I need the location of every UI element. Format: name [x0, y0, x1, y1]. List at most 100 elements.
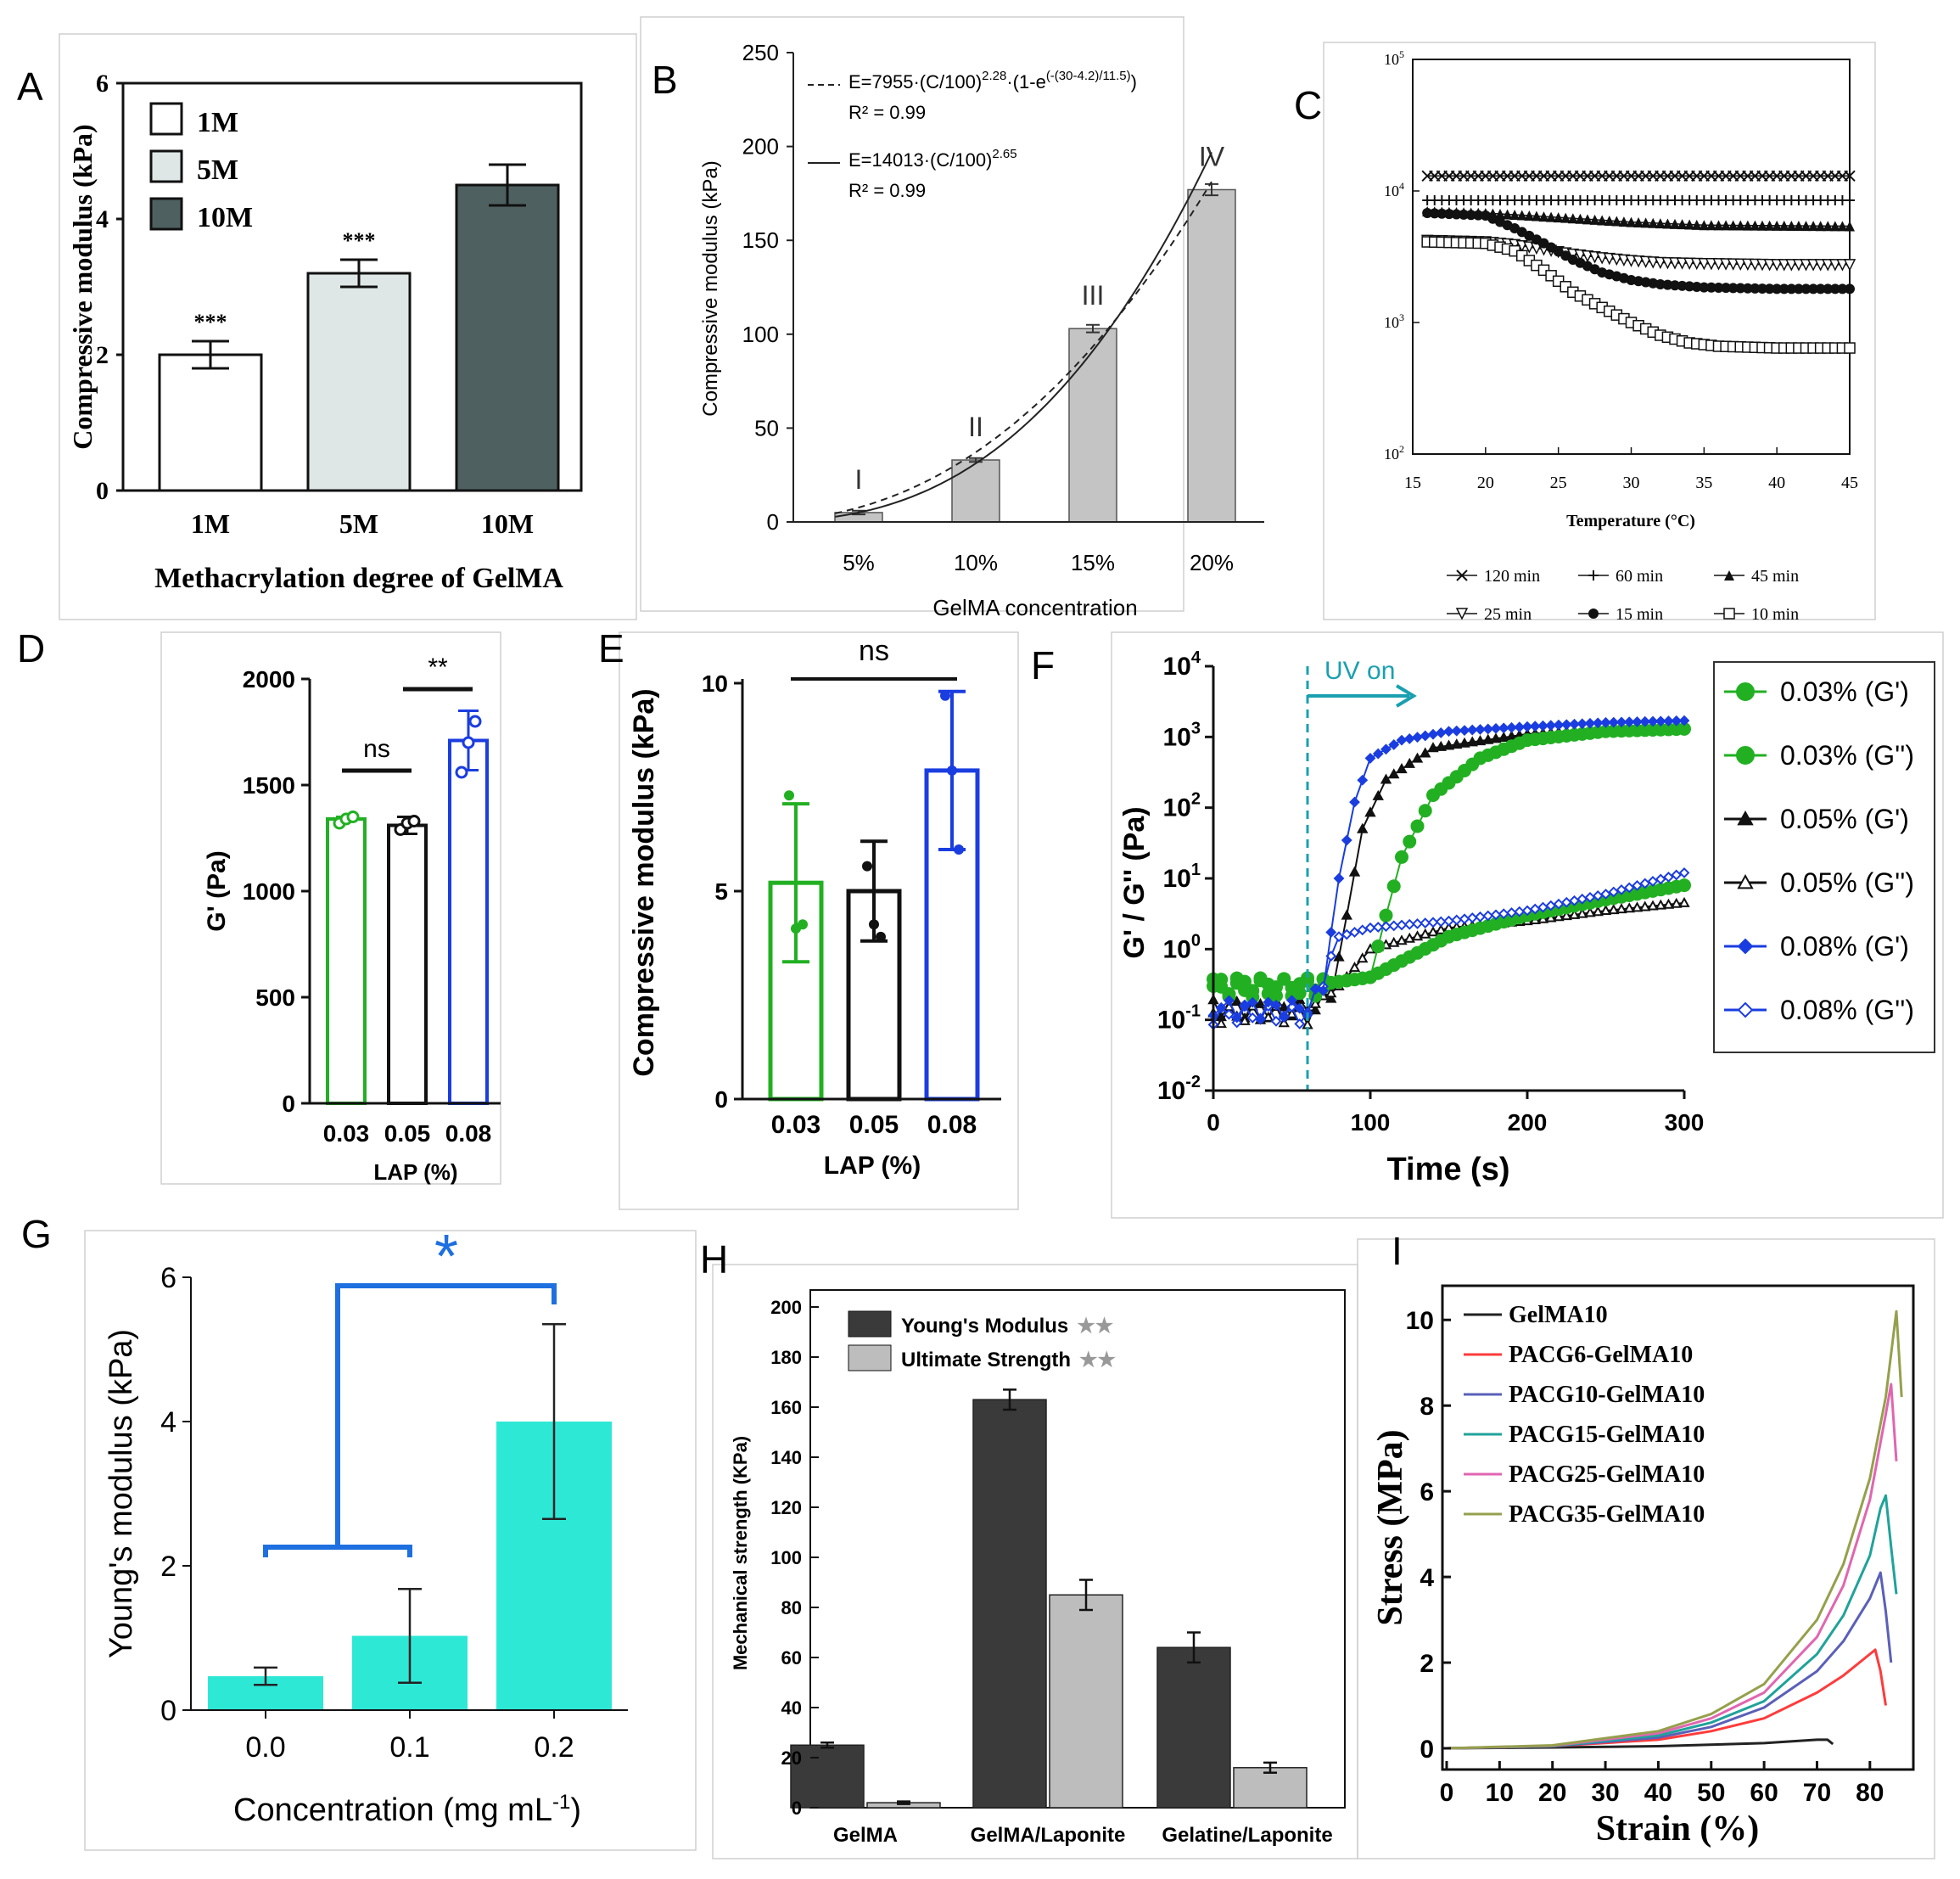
f-y-tick-base: 10 [1163, 865, 1191, 893]
f-point-0-05-G- [1420, 747, 1431, 758]
f-point-0-08-G- [1451, 725, 1463, 737]
b-roman-label-IV: IV [1199, 141, 1225, 171]
i-y-axis-label: Stress (MPa) [1371, 1429, 1410, 1625]
panel-a-chart: *** *** 0 2 4 6 1M 5M 10M Compressive modulus … [67, 70, 583, 594]
h-x-tick-label: Gelatine/Laponite [1162, 1824, 1332, 1847]
f-point-0-03-G- [1292, 986, 1307, 1001]
g-y-tick-label: 0 [160, 1695, 176, 1727]
b-x-tick-label: 15% [1071, 550, 1115, 575]
f-point-0-08-G- [1286, 995, 1297, 1007]
c-point-45-min [1524, 210, 1535, 222]
d-data-point-0.08 [455, 766, 468, 779]
g-y-tick-label: 4 [160, 1406, 176, 1439]
i-x-tick-label: 10 [1486, 1779, 1514, 1807]
f-point-0-08-G- [1349, 927, 1360, 938]
f-point-0-03-G- [1403, 834, 1417, 849]
h-y-tick-label: 20 [781, 1747, 802, 1769]
f-point-0-08-G- [1608, 716, 1620, 728]
f-point-0-08-G- [1412, 917, 1423, 929]
f-point-0-08-G- [1592, 717, 1604, 729]
f-point-0-08-G- [1616, 716, 1627, 728]
f-point-0-05-G- [1482, 733, 1494, 744]
f-point-0-05-G- [1231, 996, 1243, 1007]
f-y-tick-label: 101 [1163, 861, 1201, 893]
h-legend-youngs-stars: ★★ [1077, 1315, 1114, 1338]
c-x-axis-label: Temperature (°C) [1566, 512, 1695, 530]
c-point-15-min [1443, 209, 1454, 220]
c-point-25-min [1705, 258, 1718, 271]
panel-letter-g: G [21, 1212, 52, 1256]
a-legend-swatch-1m [149, 102, 183, 136]
c-point-25-min [1792, 259, 1806, 272]
c-point-25-min [1727, 258, 1739, 271]
panel-g-frame [84, 1230, 697, 1851]
c-point-45-min [1611, 216, 1622, 227]
i-legend-label: PACG15-GelMA10 [1509, 1422, 1705, 1448]
f-point-0-05-G- [1474, 735, 1487, 746]
f-point-0-08-G- [1435, 727, 1447, 738]
f-point-0-05-G- [1639, 900, 1651, 911]
i-y-tick-label: 4 [1420, 1564, 1434, 1592]
b-fit2-base: E=14013·(C/100) [848, 149, 992, 171]
f-point-0-08-G- [1270, 1015, 1282, 1027]
f-point-0-05-G- [1215, 1018, 1227, 1029]
c-point-15-min [1705, 282, 1716, 293]
f-point-0-05-G- [1372, 789, 1384, 800]
d-bar-0.03 [326, 817, 367, 1105]
f-point-0-08-G- [1459, 725, 1470, 737]
g-error-bar-0.0 [254, 1666, 277, 1686]
f-point-0-08-G- [1349, 796, 1360, 808]
c-x-tick-label: 40 [1768, 474, 1785, 492]
c-y-tick-base: 10 [1384, 182, 1399, 199]
c-y-tick-label: 103 [1384, 311, 1404, 331]
c-point-15-min [1823, 283, 1834, 294]
i-y-tick-label: 10 [1406, 1307, 1434, 1335]
c-point-25-min [1800, 259, 1812, 272]
c-point-25-min [1676, 257, 1688, 270]
f-point-0-05-G- [1396, 763, 1408, 774]
e-comparison-label: ns [859, 635, 889, 667]
c-point-15-min [1742, 283, 1753, 294]
f-point-0-08-G- [1443, 915, 1454, 927]
f-point-0-08-G- [1482, 910, 1494, 922]
f-point-0-05-G- [1388, 768, 1400, 779]
c-point-45-min [1509, 210, 1520, 221]
a-x-tick-label: 1M [191, 508, 230, 539]
f-y-tick-base: 10 [1163, 794, 1191, 822]
panel-i-chart: 0 2 4 6 8 10 0 10 20 30 40 50 60 70 80 Stress (MPa) S… [1371, 1284, 1915, 1848]
f-point-0-08-G- [1246, 996, 1258, 1008]
c-point-25-min [1654, 256, 1667, 270]
f-point-0-08-G- [1403, 732, 1415, 744]
f-point-0-08-G- [1372, 922, 1384, 933]
d-data-point-0.05 [407, 815, 421, 827]
h-bar-Young-s-Modulus-1 [972, 1399, 1047, 1809]
f-point-0-08-G- [1529, 721, 1541, 732]
f-point-0-08-G- [1380, 921, 1392, 933]
f-point-0-05-G- [1388, 936, 1400, 947]
f-legend-label: 0.03% (G') [1780, 676, 1909, 707]
e-data-point-0.05 [876, 931, 886, 942]
c-point-15-min [1436, 208, 1448, 219]
c-point-45-min [1764, 220, 1775, 231]
c-point-15-min [1465, 210, 1476, 221]
h-y-tick-label: 100 [770, 1547, 802, 1568]
d-bar-0.05 [387, 823, 428, 1105]
c-point-15-min [1845, 283, 1855, 294]
h-x-tick-label: GelMA/Laponite [971, 1824, 1126, 1847]
f-y-tick-exp: 1 [1191, 861, 1201, 879]
b-y-tick-label: 50 [754, 415, 779, 440]
i-x-tick-label: 20 [1538, 1779, 1566, 1807]
f-point-0-03-G- [1386, 879, 1401, 894]
b-error-bar-10% [969, 457, 983, 463]
f-point-0-08-G- [1600, 716, 1611, 728]
panel-letter-f: F [1031, 643, 1055, 687]
d-comparison-label: ** [428, 653, 448, 681]
f-point-0-05-G- [1576, 907, 1588, 918]
c-point-45-min [1582, 214, 1593, 225]
h-y-tick-label: 140 [770, 1447, 802, 1468]
d-y-tick-label: 1000 [243, 878, 295, 905]
g-x-axis-label: Concentration (mg mL-1) [233, 1791, 581, 1828]
f-point-0-03-G- [1261, 977, 1275, 991]
f-point-0-08-G- [1388, 920, 1400, 932]
